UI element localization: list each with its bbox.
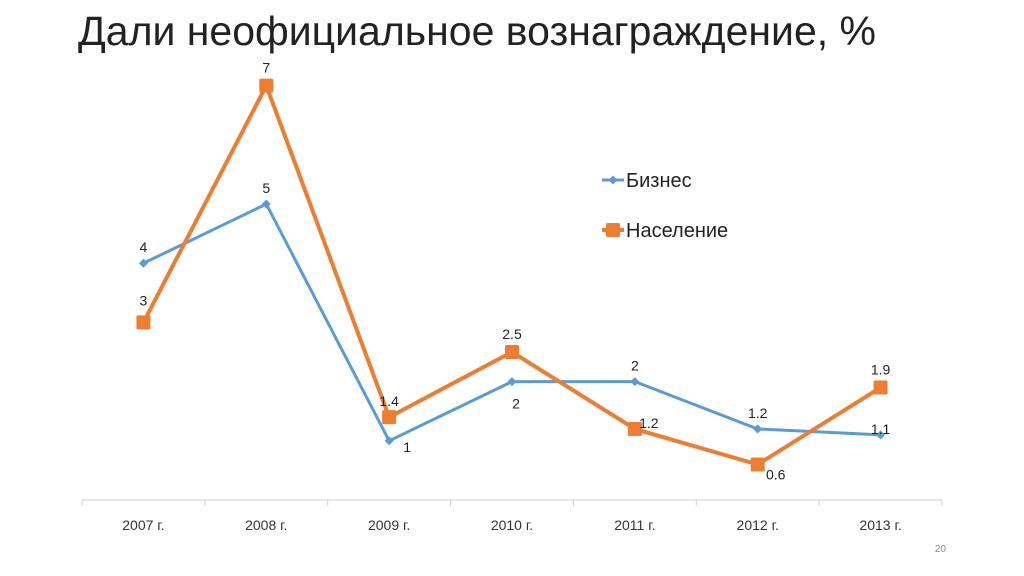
- data-label: 1.4: [379, 393, 399, 409]
- data-label: 3: [140, 292, 148, 308]
- x-tick-label: 2011 г.: [614, 517, 655, 533]
- legend-marker: [608, 175, 618, 185]
- data-point: [627, 421, 642, 436]
- data-point: [630, 377, 640, 387]
- data-label: 2: [631, 358, 639, 374]
- data-point: [382, 410, 397, 425]
- data-point: [138, 258, 148, 268]
- data-label: 2: [512, 396, 520, 412]
- data-label: 1.2: [748, 405, 768, 421]
- legend-label: Население: [626, 220, 728, 242]
- data-point: [505, 345, 519, 360]
- legend-label: Бизнес: [626, 170, 692, 192]
- data-label: 1.9: [871, 362, 891, 378]
- data-point: [873, 380, 888, 395]
- data-label: 7: [262, 60, 270, 76]
- x-tick-label: 2007 г.: [122, 517, 164, 533]
- data-point: [750, 457, 765, 472]
- data-point: [384, 436, 394, 446]
- x-tick-label: 2010 г.: [491, 517, 533, 533]
- x-tick-label: 2013 г.: [859, 517, 901, 533]
- x-tick-label: 2012 г.: [737, 517, 779, 533]
- data-label: 4: [140, 239, 148, 255]
- x-tick-label: 2009 г.: [368, 517, 410, 533]
- data-point: [261, 199, 271, 209]
- data-point: [136, 315, 151, 330]
- data-label: 1.1: [871, 421, 891, 437]
- x-tick-label: 2008 г.: [245, 517, 287, 533]
- data-point: [753, 424, 763, 434]
- data-label: 1: [403, 439, 411, 455]
- page-title: Дали неофициальное вознаграждение, %: [78, 8, 876, 54]
- slide-number: 20: [934, 544, 946, 555]
- data-point: [876, 430, 886, 440]
- legend-marker: [606, 223, 620, 237]
- data-point: [259, 78, 274, 93]
- data-label: 5: [262, 180, 270, 196]
- data-point: [507, 377, 517, 387]
- data-label: 0.6: [766, 466, 786, 482]
- data-label: 1.2: [639, 415, 659, 431]
- data-label: 2.5: [502, 326, 522, 342]
